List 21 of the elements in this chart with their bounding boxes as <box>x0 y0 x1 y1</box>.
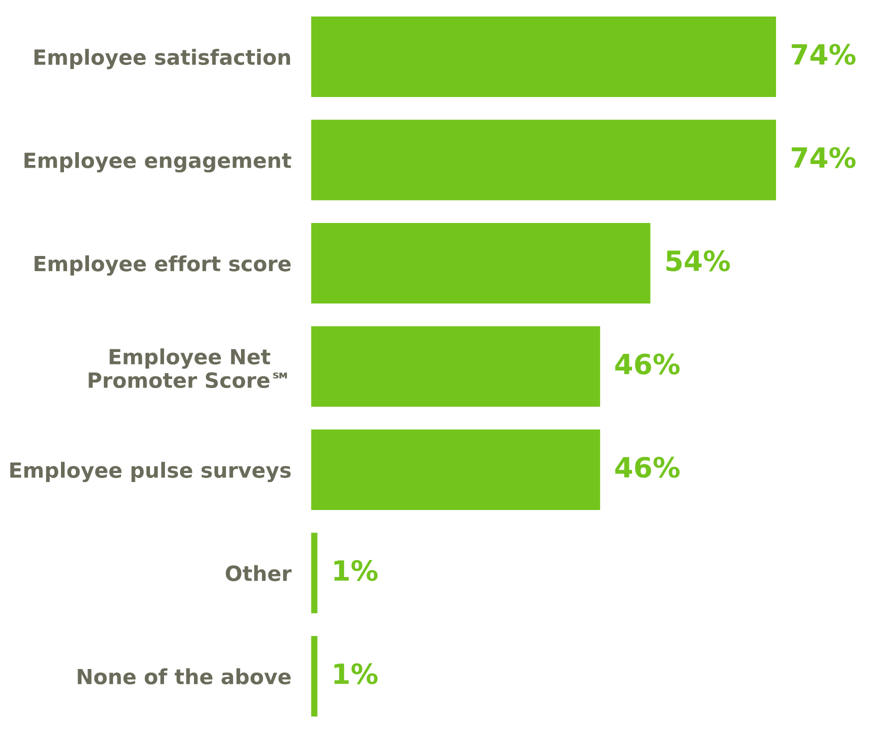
data-label: 1% <box>334 663 378 684</box>
bar <box>311 16 776 98</box>
bar <box>311 636 318 716</box>
bar <box>311 222 650 304</box>
bar <box>311 429 600 510</box>
y-tick-label: Employee engagement <box>24 152 292 172</box>
data-label: 46% <box>615 456 680 478</box>
bar <box>311 532 318 614</box>
y-tick-label: None of the above <box>78 668 291 684</box>
data-label: 54% <box>666 250 730 272</box>
data-label: 74% <box>792 44 856 65</box>
data-label: 1% <box>334 560 378 582</box>
y-tick-label: Employee pulse surveys <box>10 462 291 482</box>
y-tick-label: Employee effort score <box>34 255 291 276</box>
bar <box>311 120 776 200</box>
y-tick-label: Employee Net Promoter Score℠ <box>88 348 287 388</box>
data-label: 74% <box>792 147 856 168</box>
y-tick-label: Employee satisfaction <box>34 48 290 70</box>
data-label: 46% <box>615 354 680 375</box>
bar <box>311 326 600 407</box>
y-tick-label: Other <box>226 565 292 582</box>
